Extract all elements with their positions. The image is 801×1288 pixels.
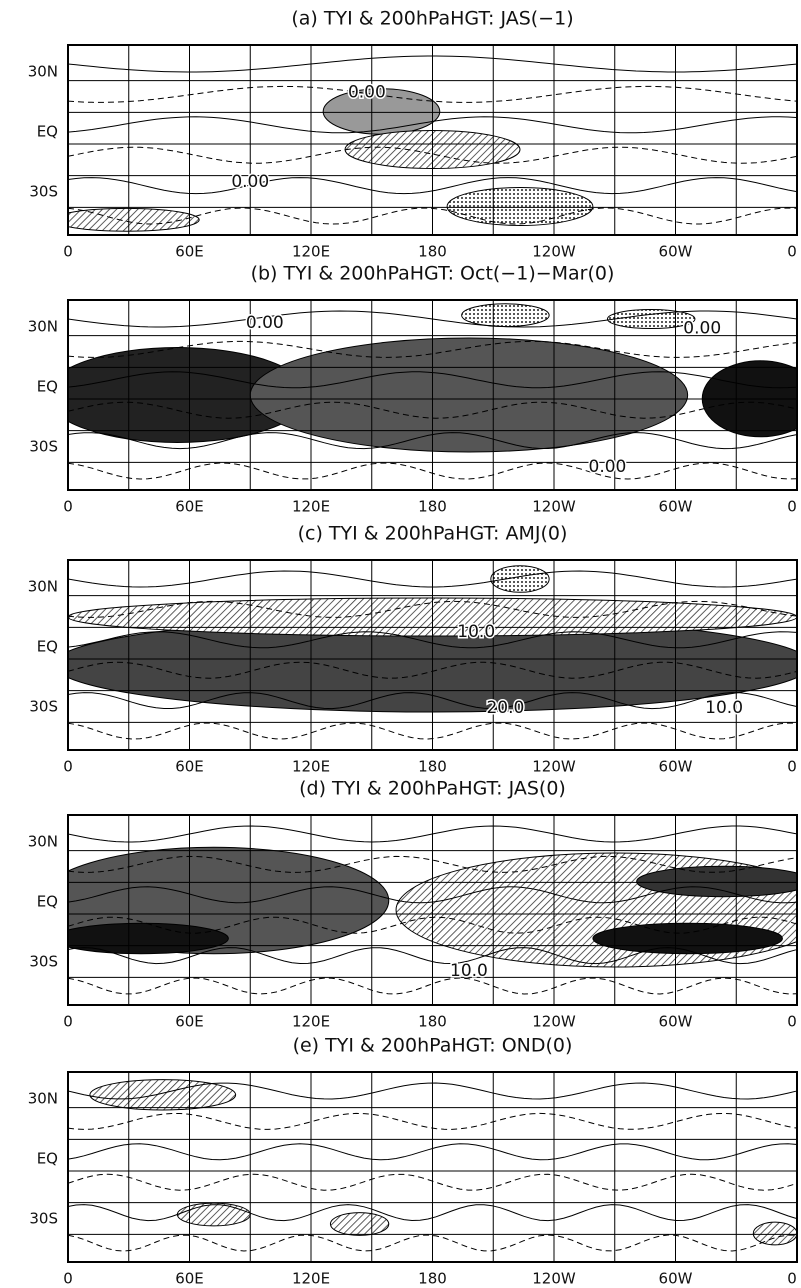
x-tick-label: 0 bbox=[63, 758, 73, 776]
panel-title: (b) TYI & 200hPaHGT: Oct(−1)−Mar(0) bbox=[251, 263, 615, 285]
shaded-region bbox=[592, 922, 783, 955]
y-tick-label: EQ bbox=[37, 378, 58, 396]
contour-label: 10.0 bbox=[705, 698, 743, 718]
contour-label: 0.00 bbox=[231, 172, 269, 192]
y-tick-label: 30N bbox=[28, 1090, 58, 1108]
x-tick-label: 60W bbox=[659, 758, 693, 776]
shaded-region bbox=[176, 1202, 251, 1227]
panel-title: (e) TYI & 200hPaHGT: OND(0) bbox=[293, 1035, 573, 1057]
map-content bbox=[68, 1072, 797, 1262]
map-panel bbox=[67, 44, 798, 236]
x-tick-label: 120E bbox=[292, 1013, 330, 1031]
x-tick-label: 180 bbox=[418, 1013, 447, 1031]
shaded-region bbox=[68, 207, 200, 232]
shaded-region bbox=[249, 337, 689, 453]
x-tick-label: 0 bbox=[787, 758, 797, 776]
x-tick-label: 180 bbox=[418, 243, 447, 261]
x-tick-label: 60E bbox=[175, 1013, 204, 1031]
y-tick-label: EQ bbox=[37, 893, 58, 911]
x-tick-label: 0 bbox=[63, 498, 73, 516]
x-tick-label: 60E bbox=[175, 243, 204, 261]
map-content bbox=[68, 300, 797, 490]
map-content bbox=[68, 815, 797, 1005]
contour-label: 0.00 bbox=[348, 83, 386, 103]
shaded-region bbox=[752, 1221, 797, 1246]
map-frame bbox=[67, 299, 798, 491]
x-tick-label: 120W bbox=[532, 498, 576, 516]
y-tick-label: 30S bbox=[29, 953, 58, 971]
y-tick-label: 30N bbox=[28, 578, 58, 596]
x-tick-label: 60W bbox=[659, 1013, 693, 1031]
x-tick-label: 120W bbox=[532, 1270, 576, 1288]
contour-label: 10.0 bbox=[450, 961, 488, 981]
shaded-region bbox=[329, 1212, 390, 1236]
contour-label: 0.00 bbox=[589, 457, 627, 477]
contour-label: 10.0 bbox=[457, 622, 495, 642]
x-tick-label: 60W bbox=[659, 1270, 693, 1288]
y-tick-label: 30S bbox=[29, 1210, 58, 1228]
x-tick-label: 60E bbox=[175, 758, 204, 776]
shaded-region bbox=[490, 565, 550, 593]
x-tick-label: 120E bbox=[292, 243, 330, 261]
contour-line bbox=[68, 1234, 797, 1252]
y-tick-label: EQ bbox=[37, 1150, 58, 1168]
map-frame bbox=[67, 44, 798, 236]
map-content bbox=[68, 45, 797, 235]
y-tick-label: 30N bbox=[28, 318, 58, 336]
contour-label: 0.00 bbox=[683, 319, 721, 339]
x-tick-label: 0 bbox=[787, 498, 797, 516]
map-frame bbox=[67, 814, 798, 1006]
x-tick-label: 120W bbox=[532, 243, 576, 261]
x-tick-label: 120W bbox=[532, 1013, 576, 1031]
map-content bbox=[68, 560, 797, 750]
panel-title: (d) TYI & 200hPaHGT: JAS(0) bbox=[299, 778, 566, 800]
map-panel bbox=[67, 559, 798, 751]
x-tick-label: 120E bbox=[292, 498, 330, 516]
y-tick-label: EQ bbox=[37, 123, 58, 141]
shaded-region bbox=[89, 1079, 237, 1111]
map-frame bbox=[67, 559, 798, 751]
x-tick-label: 60W bbox=[659, 243, 693, 261]
x-tick-label: 0 bbox=[787, 243, 797, 261]
y-tick-label: EQ bbox=[37, 638, 58, 656]
panel-title: (a) TYI & 200hPaHGT: JAS(−1) bbox=[291, 8, 573, 30]
y-tick-label: 30N bbox=[28, 833, 58, 851]
shaded-region bbox=[446, 187, 594, 226]
y-tick-label: 30S bbox=[29, 183, 58, 201]
x-tick-label: 180 bbox=[418, 498, 447, 516]
x-tick-label: 0 bbox=[63, 1013, 73, 1031]
x-tick-label: 120W bbox=[532, 758, 576, 776]
y-tick-label: 30N bbox=[28, 63, 58, 81]
map-panel bbox=[67, 299, 798, 491]
map-panel bbox=[67, 814, 798, 1006]
x-tick-label: 60E bbox=[175, 1270, 204, 1288]
x-tick-label: 0 bbox=[787, 1270, 797, 1288]
y-tick-label: 30S bbox=[29, 698, 58, 716]
shaded-region bbox=[606, 309, 696, 329]
x-tick-label: 180 bbox=[418, 758, 447, 776]
contour-label: 20.0 bbox=[486, 698, 524, 718]
y-tick-label: 30S bbox=[29, 438, 58, 456]
x-tick-label: 0 bbox=[63, 1270, 73, 1288]
x-tick-label: 0 bbox=[63, 243, 73, 261]
x-tick-label: 0 bbox=[787, 1013, 797, 1031]
map-frame bbox=[67, 1071, 798, 1263]
x-tick-label: 120E bbox=[292, 758, 330, 776]
x-tick-label: 120E bbox=[292, 1270, 330, 1288]
shaded-region bbox=[68, 922, 229, 955]
panel-title: (c) TYI & 200hPaHGT: AMJ(0) bbox=[298, 523, 568, 545]
x-tick-label: 180 bbox=[418, 1270, 447, 1288]
contour-label: 0.00 bbox=[246, 313, 284, 333]
shaded-region bbox=[461, 303, 550, 328]
x-tick-label: 60E bbox=[175, 498, 204, 516]
map-panel bbox=[67, 1071, 798, 1263]
x-tick-label: 60W bbox=[659, 498, 693, 516]
shaded-region bbox=[636, 865, 797, 898]
